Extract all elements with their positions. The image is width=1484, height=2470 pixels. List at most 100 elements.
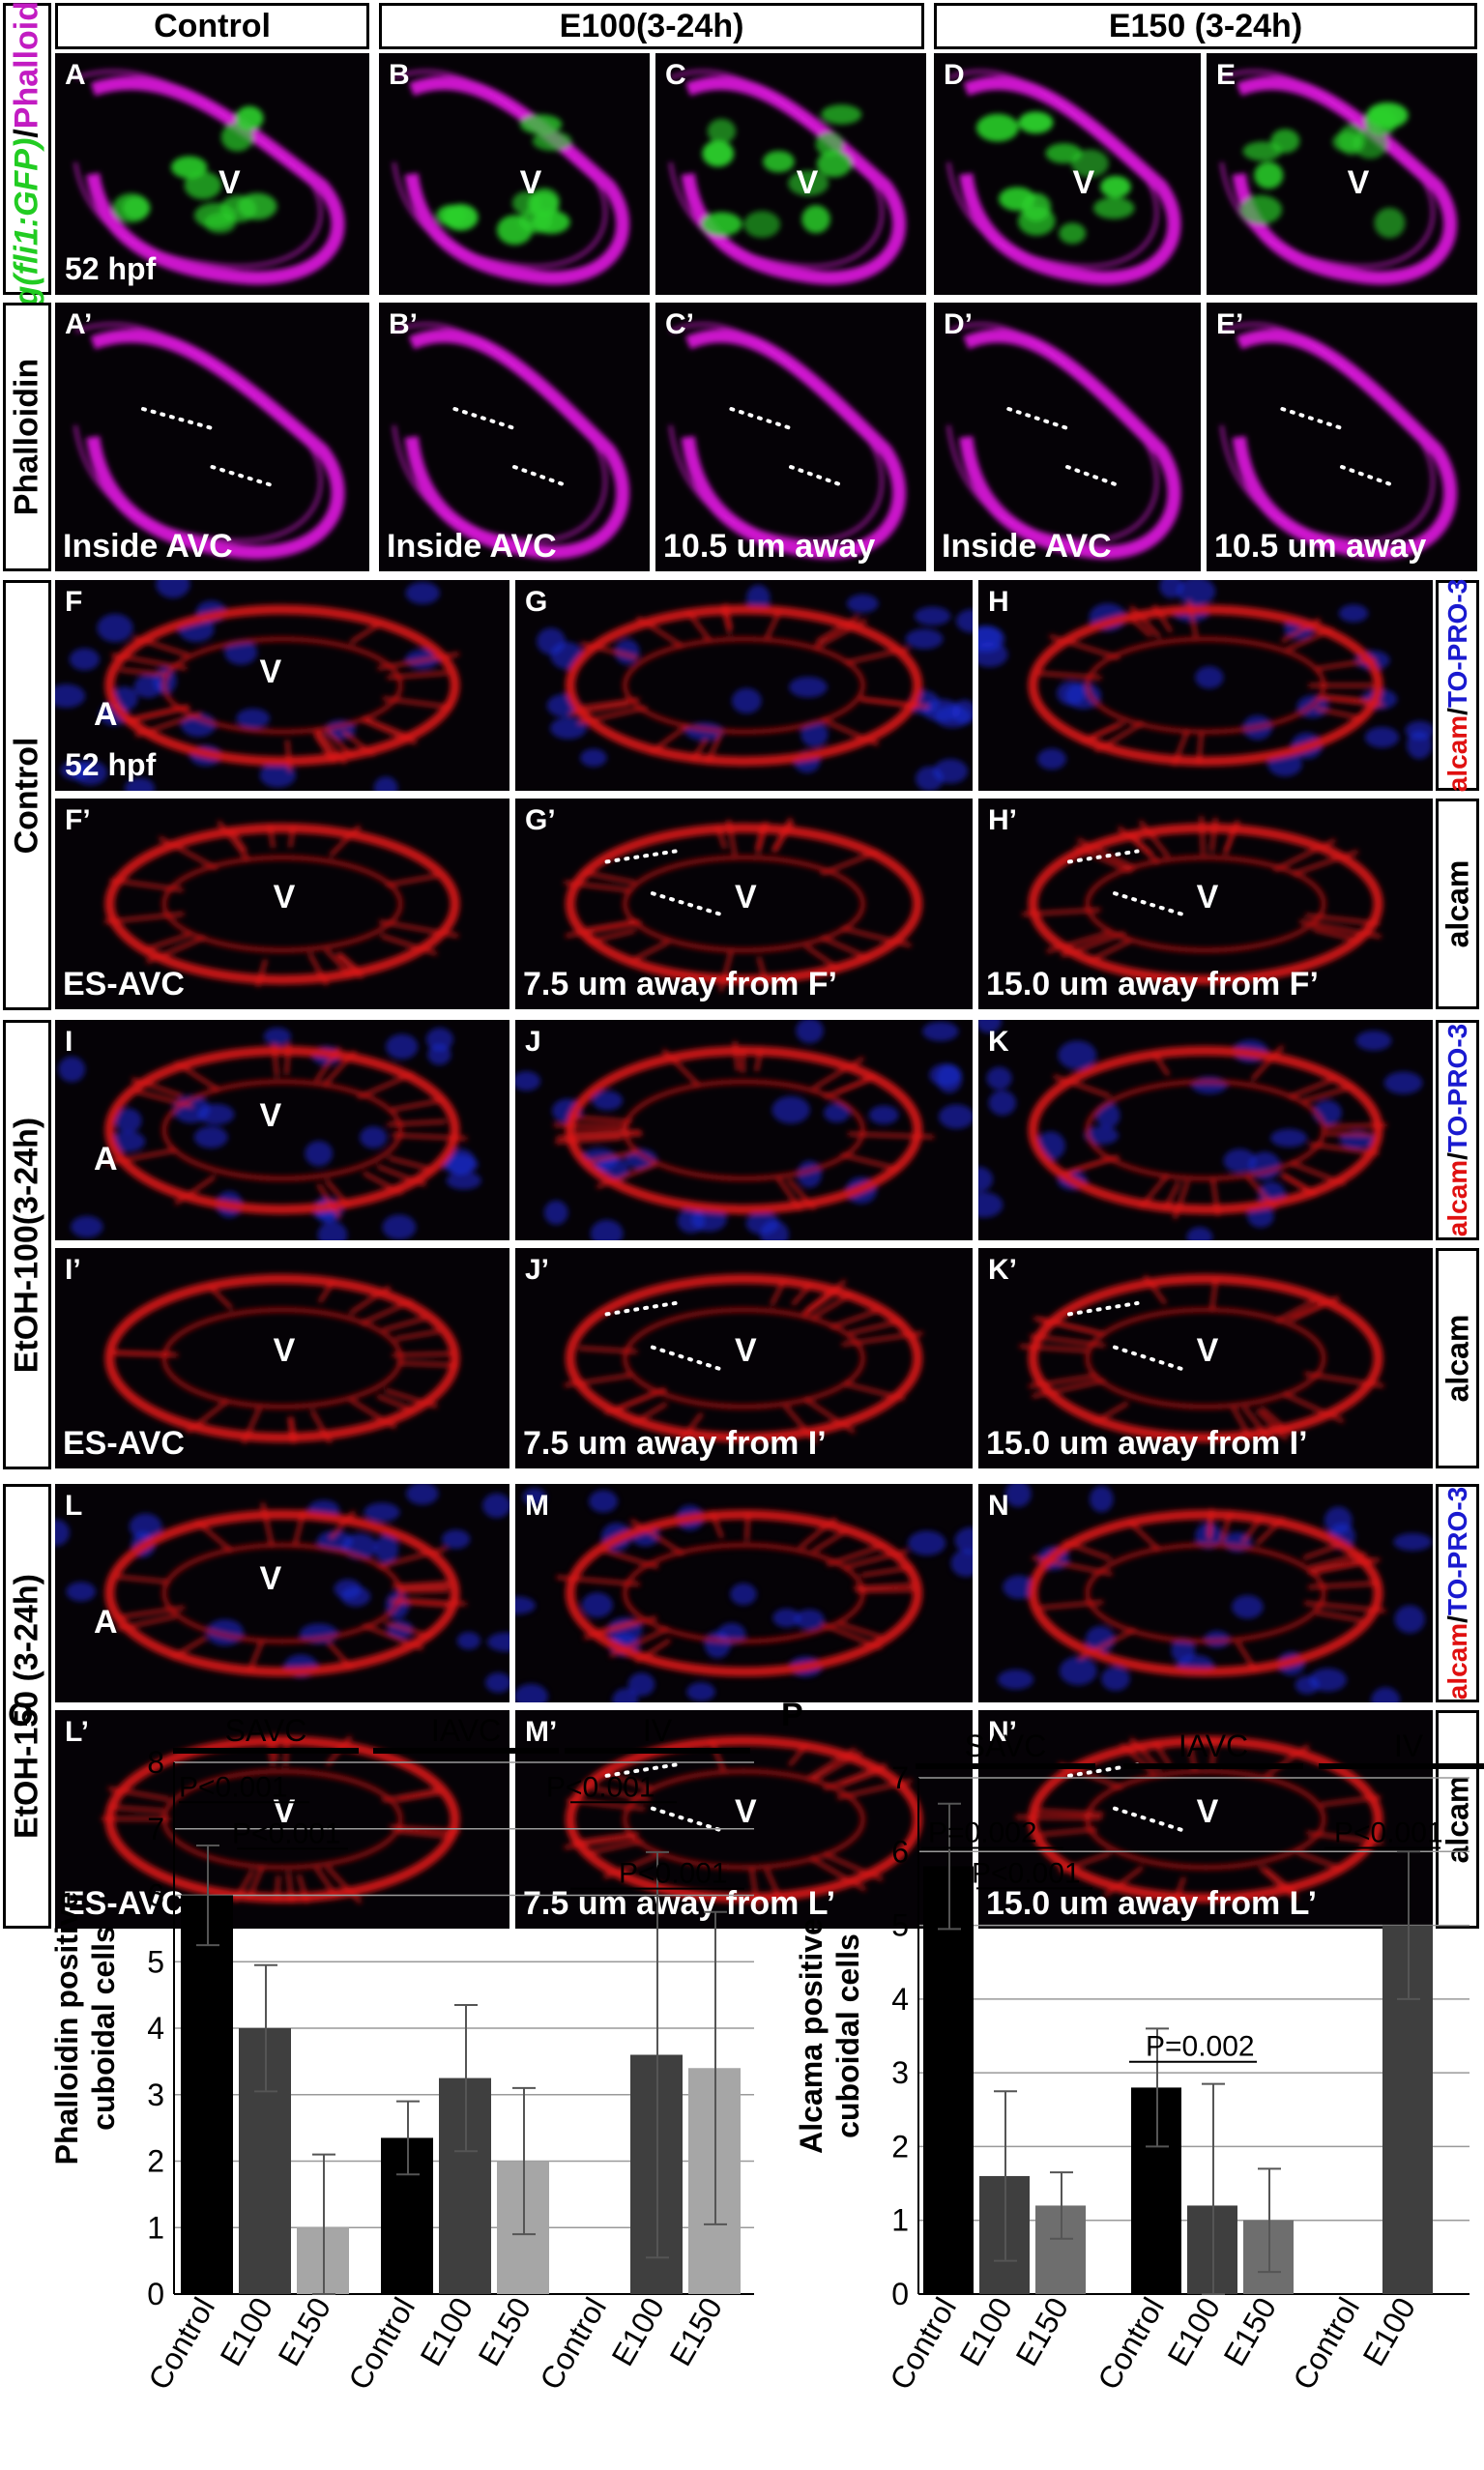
- ventricle-marker: V: [1348, 164, 1370, 202]
- x-tick-label: E100: [1356, 2292, 1423, 2372]
- panel-letter: N: [988, 1490, 1009, 1523]
- bar: [181, 1896, 233, 2295]
- x-tick-label: E100: [1161, 2292, 1228, 2372]
- y-axis-label: Alcama positivecuboidal cells: [794, 1918, 865, 2154]
- panel-letter: F: [65, 586, 82, 619]
- group-label: IV: [643, 1713, 673, 1748]
- label-topro: TO-PRO-3: [1442, 1487, 1472, 1615]
- panel-letter: A: [65, 59, 86, 92]
- x-tick-label: Control: [533, 2292, 613, 2396]
- x-tick-label: E150: [472, 2292, 538, 2372]
- stage-label: 52 hpf: [65, 747, 156, 783]
- channel-label-merge-0: alcam/TO-PRO-3: [1436, 580, 1479, 791]
- label-slash: /: [1442, 1615, 1472, 1623]
- panel-top-prime-3: D’Inside AVC: [934, 303, 1201, 571]
- group-label-text: EtOH-100(3-24h): [9, 1117, 46, 1373]
- panel-g0-top-2: H: [978, 580, 1433, 791]
- panel-caption: Inside AVC: [942, 528, 1112, 566]
- group-label: IV: [1394, 1729, 1424, 1763]
- x-tick-label: E100: [214, 2292, 280, 2372]
- y-tick-label: 6: [147, 1878, 164, 1913]
- panel-top-3-image: [934, 53, 1201, 295]
- label-alcam-plain: alcam: [1440, 860, 1475, 948]
- y-tick-label: 4: [891, 1982, 909, 2017]
- ventricle-marker: V: [260, 654, 282, 691]
- chart-panel-letter: P: [781, 1697, 803, 1733]
- significance-label: P<0.001: [1334, 1816, 1443, 1848]
- channel-label-alcam-0: alcam: [1436, 799, 1479, 1009]
- panel-g2-top-0-image: [55, 1484, 509, 1702]
- channel-label-merge-2: alcam/TO-PRO-3: [1436, 1484, 1479, 1702]
- panel-letter: C’: [665, 308, 694, 341]
- label-slash: /: [9, 129, 45, 137]
- panel-caption: ES-AVC: [63, 1425, 185, 1463]
- channel-label-merge-1: alcam/TO-PRO-3: [1436, 1020, 1479, 1240]
- group-label: SAVC: [225, 1713, 307, 1748]
- atrium-marker: A: [94, 696, 118, 734]
- label-slash: /: [1442, 1152, 1472, 1160]
- y-tick-label: 3: [147, 2078, 164, 2112]
- panel-top-4-image: [1207, 53, 1477, 295]
- panel-g1-top-2: K: [978, 1020, 1433, 1240]
- panel-letter: C: [665, 59, 686, 92]
- x-tick-label: Control: [1091, 2292, 1171, 2396]
- ventricle-marker: V: [260, 1560, 282, 1598]
- header-e100: E100(3-24h): [379, 3, 924, 49]
- y-tick-label: 5: [147, 1944, 164, 1979]
- group-label-1: EtOH-100(3-24h): [3, 1020, 51, 1469]
- header-e100-text: E100(3-24h): [560, 8, 744, 45]
- ventricle-marker: V: [735, 879, 757, 916]
- panel-letter: H’: [988, 804, 1017, 837]
- group-label-0: Control: [3, 580, 51, 1010]
- x-tick-label: E150: [1009, 2292, 1076, 2372]
- ventricle-marker: V: [218, 164, 241, 202]
- label-slash: /: [1442, 708, 1472, 715]
- y-tick-label: 4: [147, 2011, 164, 2046]
- significance-label: P<0.001: [232, 1817, 341, 1849]
- row-label-phalloidin: Phalloidin: [3, 303, 51, 571]
- panel-top-prime-1: B’Inside AVC: [379, 303, 650, 571]
- panel-g0-top-2-image: [978, 580, 1433, 791]
- panel-letter: B: [389, 59, 410, 92]
- panel-top-0: A V 52 hpf: [55, 53, 369, 295]
- panel-g1-top-1: J: [515, 1020, 973, 1240]
- y-tick-label: 7: [147, 1812, 164, 1846]
- label-phalloidin: Phalloidin: [9, 0, 45, 129]
- row-label-gfp-phalloidin: Tg(fli1:GFP)/Phalloidin: [3, 3, 51, 295]
- panel-caption: 15.0 um away from F’: [986, 966, 1319, 1003]
- panel-letter: E’: [1216, 308, 1243, 341]
- ventricle-marker: V: [274, 879, 296, 916]
- panel-caption: 7.5 um away from I’: [523, 1425, 827, 1463]
- panel-letter: M: [525, 1490, 549, 1523]
- panel-letter: I’: [65, 1254, 81, 1287]
- panel-top-2-image: [655, 53, 926, 295]
- panel-top-1-image: [379, 53, 650, 295]
- significance-label: P<0.001: [179, 1771, 288, 1803]
- panel-letter: A’: [65, 308, 92, 341]
- bar: [923, 1867, 974, 2294]
- significance-label: P<0.001: [546, 1771, 655, 1803]
- panel-g0-top-0: F V A 52 hpf: [55, 580, 509, 791]
- atrium-marker: A: [94, 1141, 118, 1178]
- significance-label: P<0.001: [619, 1858, 728, 1890]
- panel-caption: Inside AVC: [63, 528, 233, 566]
- significance-label: P=0.002: [1146, 2031, 1255, 2063]
- y-tick-label: 1: [147, 2210, 164, 2245]
- panel-g0-top-1: G: [515, 580, 973, 791]
- stage-label: 52 hpf: [65, 251, 156, 287]
- y-tick-label: 5: [891, 1908, 909, 1943]
- panel-letter: D: [944, 59, 965, 92]
- panel-caption: Inside AVC: [387, 528, 557, 566]
